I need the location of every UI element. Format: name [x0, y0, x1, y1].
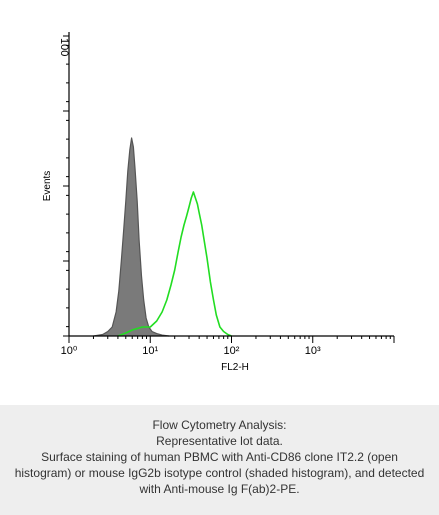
shaded-histogram-fill	[93, 138, 169, 336]
open-histogram-line	[117, 191, 232, 337]
histogram-svg: 10⁰ 10¹ 10² 10³ 100 FL2-H Events	[42, 32, 395, 373]
tick-layer	[63, 35, 395, 343]
series-layer	[93, 137, 232, 337]
caption-line-3: Surface staining of human PBMC with Anti…	[41, 450, 398, 464]
x-tick-label-1: 10⁰	[61, 345, 78, 357]
caption-line-1: Flow Cytometry Analysis:	[152, 418, 287, 432]
caption-line-2: Representative lot data.	[156, 434, 283, 448]
x-tick-label-10: 10¹	[142, 345, 158, 357]
x-tick-label-1000: 10³	[305, 345, 321, 357]
caption-line-4: histogram) or mouse IgG2b isotype contro…	[14, 466, 425, 480]
caption-panel: Flow Cytometry Analysis: Representative …	[0, 405, 439, 515]
x-axis-label: FL2-H	[221, 362, 249, 373]
y-tick-label-top: 100	[58, 38, 70, 56]
x-tick-label-100: 10²	[224, 345, 240, 357]
y-axis-label: Events	[42, 171, 53, 202]
caption-line-5: with Anti-mouse Ig F(ab)2-PE.	[139, 482, 300, 496]
histogram-chart: 10⁰ 10¹ 10² 10³ 100 FL2-H Events	[42, 32, 395, 373]
